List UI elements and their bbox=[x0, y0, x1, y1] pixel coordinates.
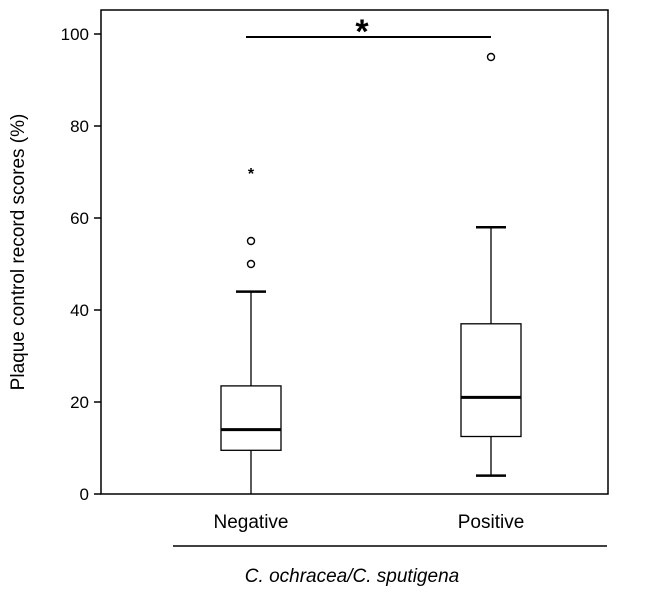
outlier-point bbox=[246, 236, 256, 246]
category-label: Positive bbox=[458, 512, 525, 533]
y-tick-label: 20 bbox=[70, 393, 89, 412]
iqr-box bbox=[460, 323, 522, 438]
x-axis: Negative Positive bbox=[214, 512, 525, 533]
y-axis-title: Plaque control record scores (%) bbox=[8, 114, 29, 391]
significance-label: * bbox=[355, 13, 369, 51]
plot-frame bbox=[100, 9, 609, 495]
box-positive bbox=[460, 52, 522, 477]
category-label: Negative bbox=[214, 512, 289, 533]
y-tick-label: 40 bbox=[70, 301, 89, 320]
iqr-box bbox=[220, 385, 282, 451]
outlier-point bbox=[246, 259, 256, 269]
group-title: C. ochracea/C. sputigena bbox=[245, 566, 459, 587]
box-negative: * bbox=[220, 166, 282, 494]
y-tick-label: 0 bbox=[80, 485, 89, 504]
boxes-layer: * bbox=[220, 52, 522, 494]
extreme-point: * bbox=[248, 166, 255, 183]
y-tick-label: 60 bbox=[70, 209, 89, 228]
y-tick-label: 100 bbox=[61, 25, 89, 44]
y-axis: 0 20 40 60 80 100 bbox=[61, 25, 101, 504]
y-tick-label: 80 bbox=[70, 117, 89, 136]
significance-bracket: * bbox=[246, 13, 491, 51]
outlier-point bbox=[486, 52, 496, 62]
